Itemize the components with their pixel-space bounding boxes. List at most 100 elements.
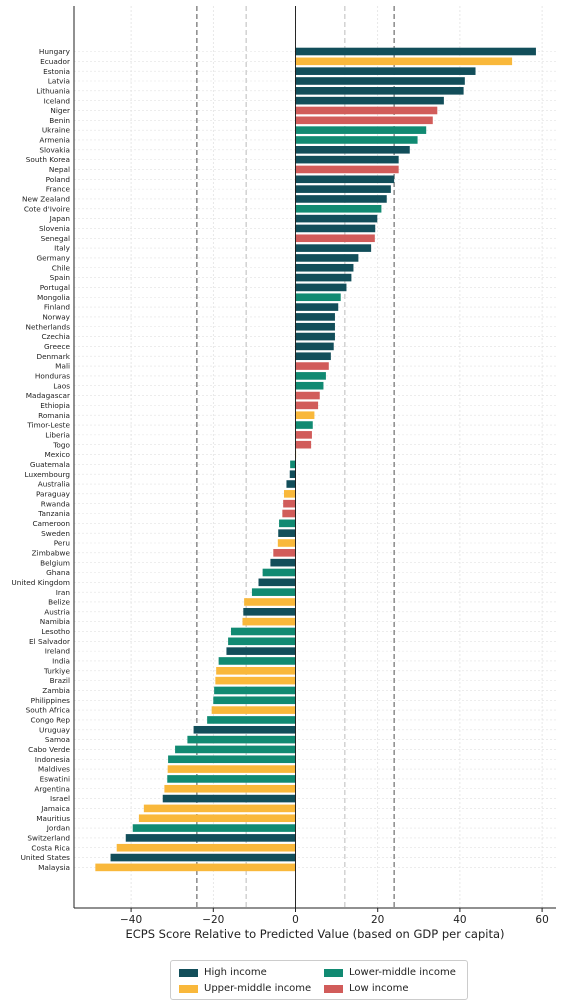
country-label: Timor-Leste (26, 421, 70, 430)
country-label: Peru (54, 539, 70, 548)
country-label: Ghana (46, 568, 70, 577)
bar (295, 195, 387, 203)
bar (95, 863, 296, 872)
bar (295, 313, 335, 321)
bar (216, 666, 296, 675)
country-label: Brazil (50, 676, 70, 685)
bar (193, 725, 296, 734)
country-label: Australia (38, 480, 70, 489)
legend-label: High income (204, 967, 267, 978)
country-label: El Salvador (29, 637, 70, 646)
country-label: Laos (53, 381, 70, 390)
country-label: Latvia (48, 77, 70, 86)
bar (228, 637, 296, 646)
country-label: Spain (50, 273, 70, 282)
bar (295, 244, 372, 252)
bar (295, 77, 465, 85)
bar (295, 273, 352, 282)
country-label: Uruguay (39, 725, 71, 734)
country-label: Netherlands (26, 322, 71, 331)
country-label: Ireland (45, 647, 70, 656)
country-label: Turkiye (43, 666, 71, 675)
bars (95, 47, 536, 872)
bar (262, 568, 296, 577)
country-label: Romania (38, 411, 70, 420)
bar (295, 106, 438, 115)
country-label: Chile (52, 263, 71, 272)
country-label: New Zealand (22, 195, 70, 204)
bar (295, 381, 324, 390)
country-label: Lithuania (36, 86, 70, 95)
country-label: Congo Rep (31, 716, 71, 725)
bar (295, 362, 329, 370)
bar (295, 411, 315, 420)
bar (167, 775, 296, 783)
bar (116, 843, 296, 852)
bar (295, 116, 433, 125)
country-label: Honduras (35, 371, 70, 380)
country-label: Paraguay (36, 489, 71, 498)
country-label: Tanzania (37, 509, 70, 518)
country-label: United Kingdom (11, 578, 70, 587)
bar (290, 460, 296, 469)
country-label: Madagascar (26, 391, 70, 400)
bar (295, 401, 319, 410)
bar (295, 214, 378, 223)
bar (226, 647, 296, 655)
legend-label: Lower-middle income (349, 967, 456, 978)
country-label: Israel (50, 794, 70, 803)
country-label: Switzerland (27, 834, 70, 843)
axes: −40 −20 0 20 40 60 (73, 6, 556, 926)
country-label: Zambia (42, 686, 70, 695)
bar (295, 47, 536, 56)
bar (295, 431, 312, 439)
country-label: Lesotho (41, 627, 70, 636)
bar (286, 480, 296, 488)
bar (277, 539, 296, 547)
country-label: Jordan (46, 824, 70, 833)
bar (295, 96, 444, 105)
country-label: Greece (44, 342, 70, 351)
bar (273, 549, 296, 557)
country-label: Samoa (45, 735, 70, 744)
bar (282, 509, 296, 518)
country-label: Rwanda (41, 499, 70, 508)
bar (110, 853, 296, 862)
bar (279, 519, 296, 528)
x-tick-label: 60 (535, 914, 548, 926)
country-label: Cameroon (32, 519, 70, 528)
country-label: Costa Rica (31, 843, 70, 852)
country-label: Belize (48, 598, 70, 607)
country-label: South Africa (26, 706, 70, 715)
country-label: Namibia (40, 617, 70, 626)
bar (295, 372, 326, 380)
country-label: Iran (56, 588, 70, 597)
legend-swatch (179, 968, 198, 977)
country-label: Ukraine (42, 126, 71, 135)
bar (295, 263, 354, 272)
bar (295, 155, 399, 164)
country-label: Niger (50, 106, 70, 115)
country-label: Slovakia (39, 145, 70, 154)
bar (270, 558, 296, 567)
reference-lines (196, 6, 395, 908)
bar (167, 765, 296, 773)
legend-item: Low income (324, 983, 409, 994)
country-label: Denmark (36, 352, 70, 361)
bar (295, 332, 335, 341)
country-label: Poland (46, 175, 70, 184)
country-label: United States (21, 853, 71, 862)
country-label: Iceland (44, 96, 70, 105)
bar (207, 716, 296, 724)
bar (138, 814, 296, 823)
legend-swatch (324, 968, 343, 977)
country-label: India (52, 657, 70, 666)
bar (295, 303, 339, 311)
x-tick-label: 40 (453, 914, 466, 926)
country-label: Jamaica (40, 804, 70, 813)
country-label: France (46, 185, 71, 194)
bar (244, 598, 296, 606)
bar (289, 470, 296, 478)
country-label: Zimbabwe (32, 548, 71, 557)
country-label: Armenia (39, 136, 70, 145)
